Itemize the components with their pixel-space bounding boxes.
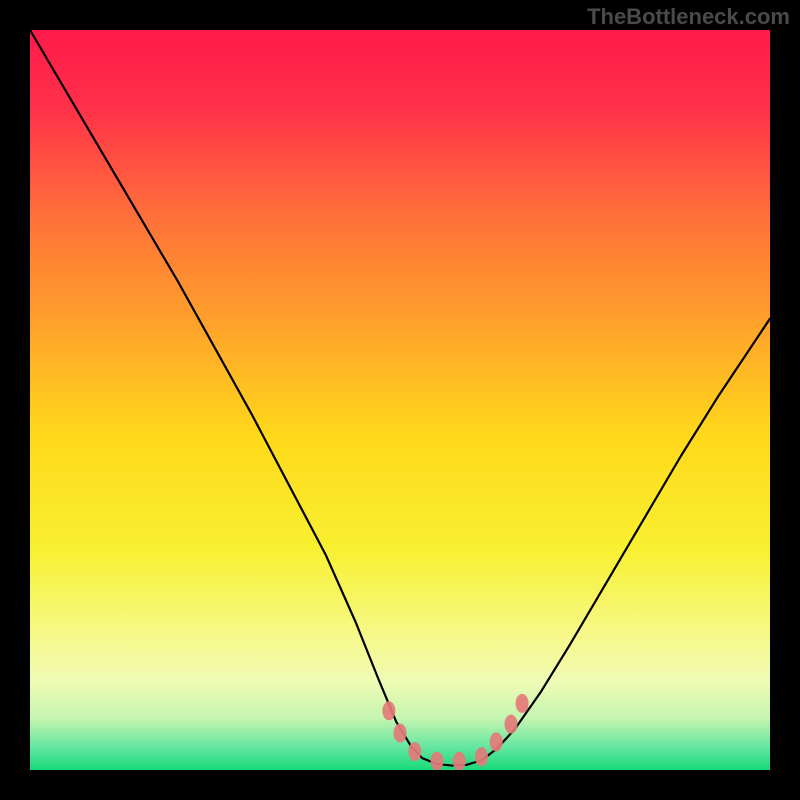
chart-svg [30,30,770,770]
curve-marker [408,742,421,761]
watermark-text: TheBottleneck.com [587,4,790,30]
curve-marker [475,747,488,766]
curve-marker [394,724,407,743]
plot-area [30,30,770,770]
curve-marker [505,715,518,734]
curve-marker [431,752,444,770]
curve-marker [382,701,395,720]
curve-marker [453,752,466,770]
chart-frame: TheBottleneck.com [0,0,800,800]
curve-marker [516,694,529,713]
gradient-background [30,30,770,770]
curve-marker [490,732,503,751]
